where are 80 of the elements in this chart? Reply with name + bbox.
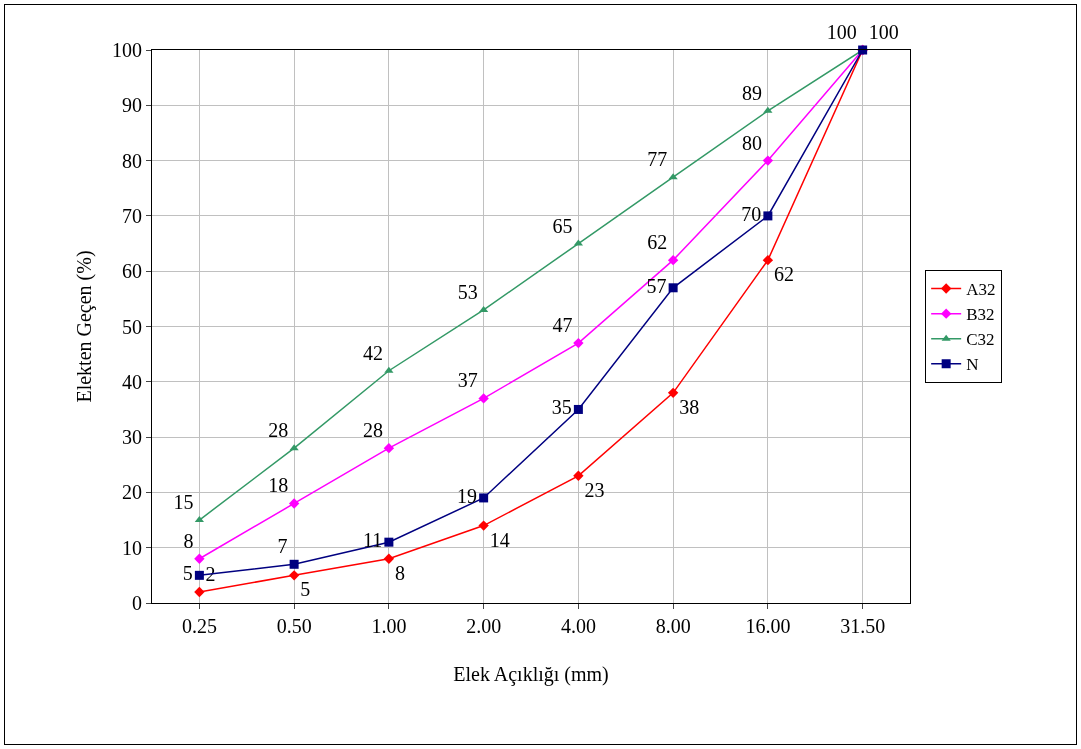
- data-label: 77: [647, 148, 668, 171]
- point: [763, 106, 773, 113]
- x-axis-title: Elek Açıklığı (mm): [453, 662, 609, 686]
- point: [288, 570, 300, 581]
- point: [479, 305, 489, 312]
- data-label: 35: [551, 396, 572, 419]
- data-label: 89: [741, 81, 762, 104]
- point: [194, 586, 205, 598]
- y-tick-label: 10: [122, 536, 142, 559]
- point: [763, 211, 773, 221]
- point: [667, 387, 679, 399]
- x-tick-label: 0.25: [181, 615, 217, 637]
- legend-label: N: [966, 355, 979, 375]
- y-tick-label: 60: [122, 260, 142, 283]
- x-tick-label: 1.00: [371, 615, 407, 637]
- y-tick-label: 0: [132, 592, 142, 614]
- legend-label: B32: [966, 305, 995, 325]
- x-tick-label: 0.50: [276, 615, 312, 637]
- data-label: 19: [457, 484, 478, 507]
- data-label: 100: [868, 21, 899, 43]
- y-tick-label: 70: [122, 204, 142, 227]
- data-label: 65: [552, 214, 573, 237]
- data-label: 7: [277, 534, 288, 557]
- data-label: 62: [773, 263, 794, 286]
- x-tick-label: 4.00: [560, 615, 596, 637]
- data-label: 57: [646, 274, 667, 297]
- point: [289, 559, 299, 569]
- data-label: 53: [457, 280, 478, 303]
- data-label: 5: [182, 562, 193, 585]
- point: [573, 470, 584, 482]
- legend-label: A32: [966, 280, 996, 300]
- point: [384, 366, 394, 373]
- data-label: 37: [457, 369, 478, 392]
- data-label: 28: [362, 419, 383, 442]
- point: [383, 442, 395, 454]
- y-tick-label: 100: [112, 39, 142, 61]
- data-label: 23: [584, 478, 605, 501]
- x-tick-label: 16.00: [745, 615, 791, 637]
- point: [478, 520, 489, 531]
- point: [479, 493, 489, 503]
- y-tick-label: 30: [122, 426, 142, 449]
- x-tick-label: 31.50: [840, 615, 886, 637]
- y-tick-label: 50: [122, 315, 142, 338]
- point: [288, 498, 300, 509]
- data-label: 5: [300, 578, 311, 601]
- y-tick-label: 80: [122, 149, 142, 172]
- data-label: 42: [362, 341, 383, 364]
- y-tick-label: 90: [122, 94, 142, 117]
- point: [573, 239, 583, 246]
- data-label: 28: [268, 419, 289, 442]
- data-label: 47: [552, 314, 573, 337]
- point: [194, 553, 205, 564]
- data-label: 38: [679, 395, 700, 418]
- data-label: 8: [183, 529, 194, 552]
- point: [478, 393, 489, 404]
- data-label: 80: [741, 131, 762, 154]
- data-label: 11: [362, 529, 383, 552]
- x-tick-label: 2.00: [466, 615, 502, 637]
- point: [573, 404, 583, 414]
- data-label: 18: [268, 474, 289, 497]
- x-tick-label: 8.00: [655, 615, 691, 637]
- legend-label: C32: [966, 330, 995, 350]
- point: [668, 283, 678, 293]
- data-label: 70: [741, 202, 762, 225]
- point: [383, 553, 395, 564]
- data-label: 14: [489, 528, 510, 551]
- data-label: 100: [826, 21, 857, 43]
- point: [762, 254, 774, 266]
- point: [384, 537, 394, 547]
- point: [194, 516, 204, 523]
- point: [573, 337, 584, 349]
- data-label: 8: [394, 561, 405, 584]
- point: [194, 570, 204, 580]
- y-tick-label: 40: [122, 370, 142, 393]
- data-label: 62: [647, 231, 668, 254]
- y-axis-title: Elekten Geçen (%): [72, 250, 96, 403]
- y-tick-label: 20: [122, 481, 142, 504]
- data-label: 15: [173, 491, 194, 514]
- point: [762, 155, 774, 166]
- point: [667, 254, 679, 266]
